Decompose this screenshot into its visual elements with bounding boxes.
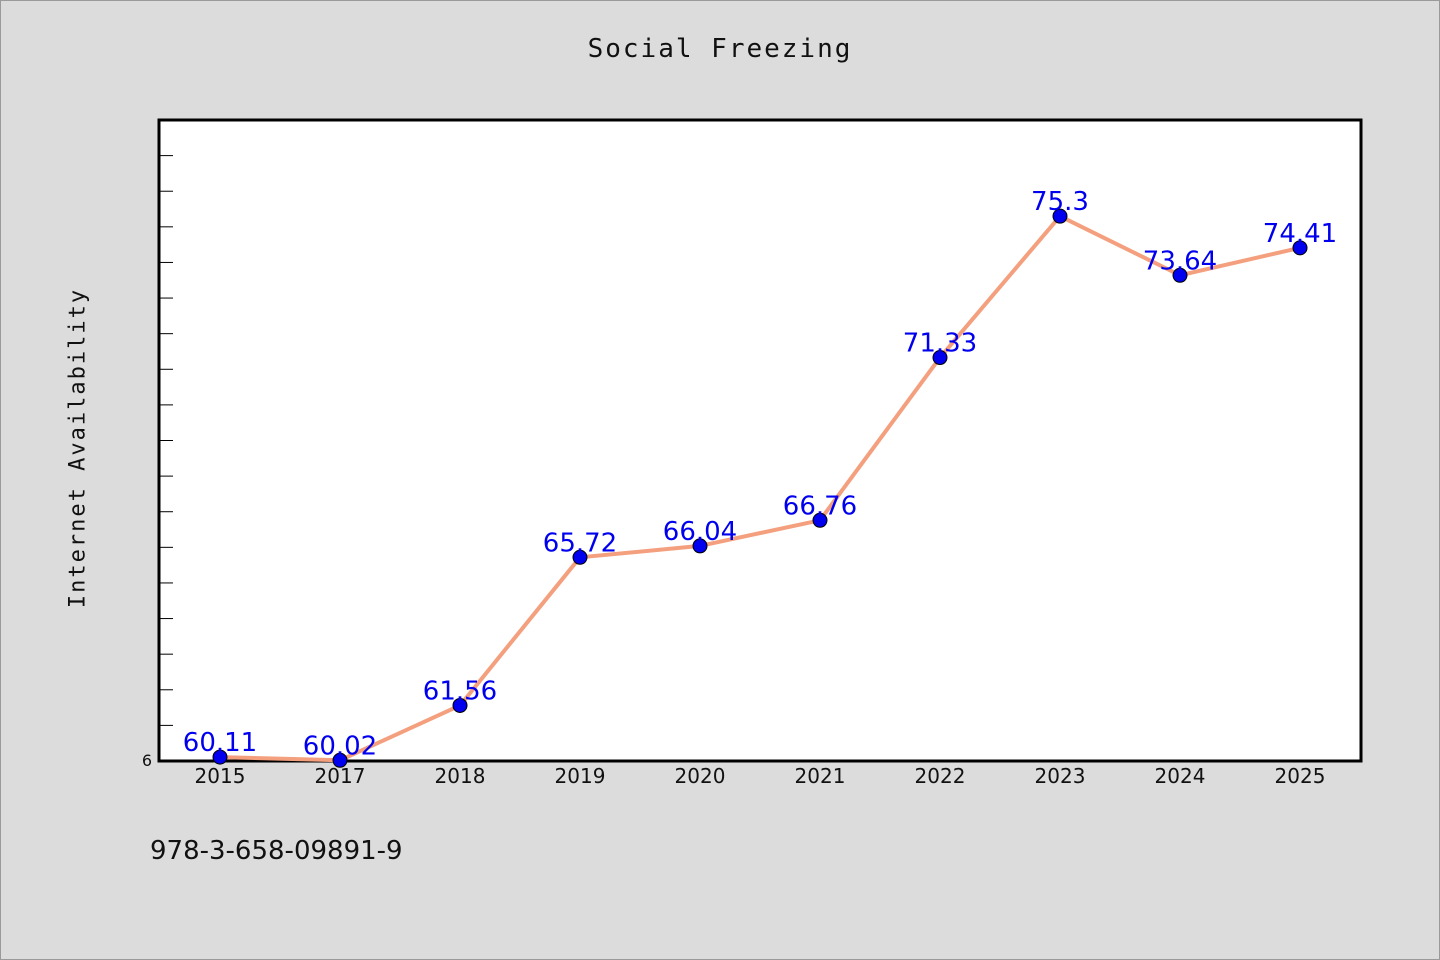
data-point	[812, 512, 828, 528]
x-tick-label: 2020	[675, 764, 726, 788]
series-line	[219, 214, 1301, 763]
data-labels: 60.11 60.02 61.56 65.72 66.04 66.76 71.33 75.3 7…	[183, 187, 1337, 761]
data-point	[1292, 240, 1308, 256]
x-tick-label: 2024	[1155, 764, 1206, 788]
data-label: 60.11	[183, 728, 257, 758]
data-markers	[212, 208, 1308, 768]
x-tick-label: 2015	[195, 764, 246, 788]
data-point	[572, 549, 588, 565]
footer-code: 978-3-658-09891-9	[150, 836, 403, 866]
chart-title: Social Freezing	[587, 34, 853, 64]
data-label: 65.72	[543, 528, 617, 558]
x-tick-label: 2022	[915, 764, 966, 788]
data-point	[1052, 208, 1068, 224]
data-point	[212, 749, 228, 765]
data-point	[332, 752, 348, 768]
data-label: 66.04	[663, 517, 737, 547]
data-label: 60.02	[303, 731, 377, 761]
x-tick-label: 2021	[795, 764, 846, 788]
data-point	[692, 538, 708, 554]
data-point	[1172, 267, 1188, 283]
data-label: 73.64	[1143, 246, 1217, 276]
data-label: 61.56	[423, 676, 497, 706]
x-tick-label: 2023	[1035, 764, 1086, 788]
data-label: 75.3	[1031, 187, 1089, 217]
x-tick-label: 2017	[315, 764, 366, 788]
y-tick-label: 6	[142, 751, 152, 770]
x-axis-tick-labels: 2015 2017 2018 2019 2020 2021 2022 2023 2024 2025	[195, 764, 1326, 788]
data-label: 74.41	[1263, 219, 1337, 249]
data-point	[932, 350, 948, 366]
plot-area	[157, 118, 1363, 763]
x-tick-label: 2019	[555, 764, 606, 788]
data-label: 71.33	[903, 329, 977, 359]
y-axis-ticks	[159, 155, 173, 726]
x-tick-label: 2018	[435, 764, 486, 788]
x-tick-label: 2025	[1275, 764, 1326, 788]
data-point	[452, 697, 468, 713]
data-label: 66.76	[783, 491, 857, 521]
